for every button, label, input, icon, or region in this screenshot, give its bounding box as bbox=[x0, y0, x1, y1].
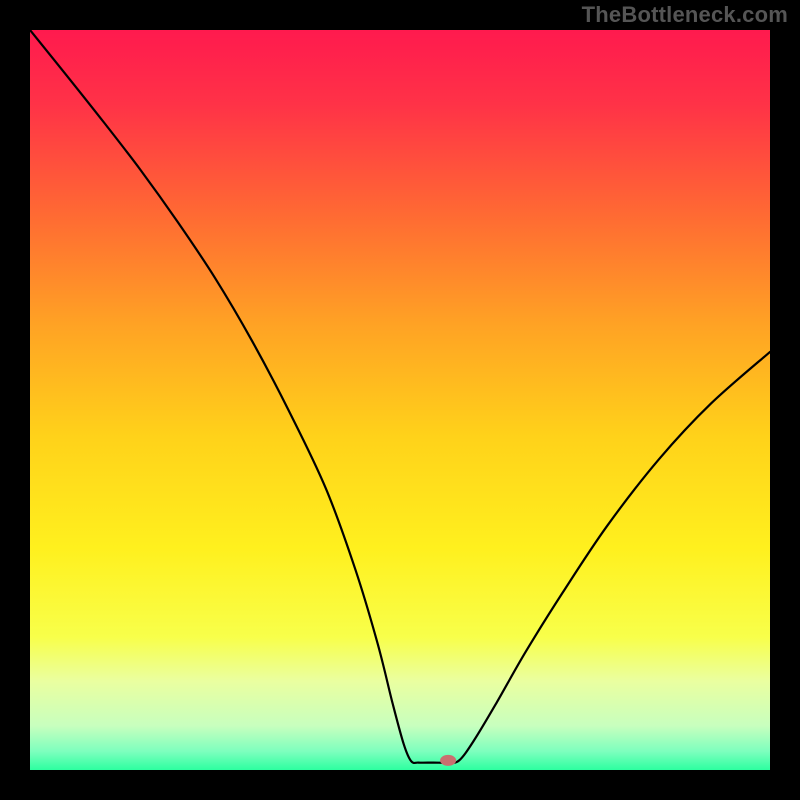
chart-frame: TheBottleneck.com bbox=[0, 0, 800, 800]
plot-area bbox=[30, 30, 770, 770]
chart-svg bbox=[30, 30, 770, 770]
watermark-text: TheBottleneck.com bbox=[582, 2, 788, 28]
gradient-background bbox=[30, 30, 770, 770]
minimum-marker bbox=[440, 755, 456, 766]
